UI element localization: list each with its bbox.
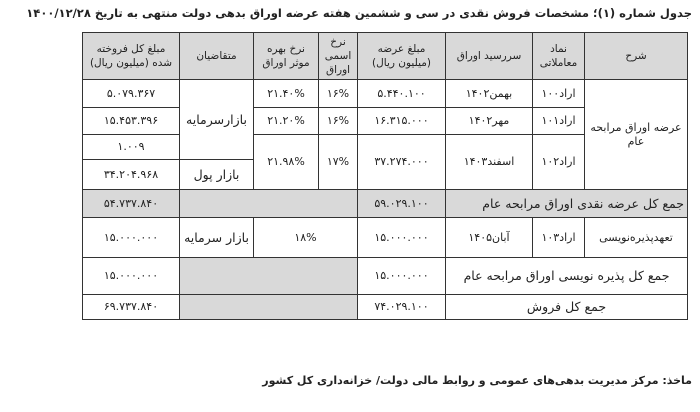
sold-cell: ۱۵.۴۵۳.۳۹۶ — [82, 107, 180, 135]
total-sold: ۵۴.۷۳۷.۸۴۰ — [82, 189, 180, 218]
sold-cell: ۳۴.۲۰۴.۹۶۸ — [82, 159, 180, 190]
subtotal-label: جمع کل پذیره نویسی اوراق مرابحه عام — [445, 257, 688, 295]
total-offer: ۵۹.۰۲۹.۱۰۰ — [357, 189, 446, 218]
subtotal-row: جمع کل پذیره نویسی اوراق مرابحه عام ۱۵.۰… — [82, 257, 688, 295]
empty-cell — [179, 189, 358, 218]
col-nominal-rate: نرخ اسمی اوراق — [318, 32, 358, 80]
subtotal-offer: ۱۵.۰۰۰.۰۰۰ — [357, 257, 446, 295]
col-offer: مبلغ عرضه (میلیون ریال) — [357, 32, 446, 80]
offer-cell: ۱۵.۰۰۰.۰۰۰ — [357, 217, 446, 258]
buyer-cell: بازار پول — [179, 159, 254, 190]
sales-table: شرح نماد معاملاتی سررسید اوراق مبلغ عرضه… — [82, 32, 688, 320]
grand-total-row: جمع کل فروش ۷۴.۰۲۹.۱۰۰ ۶۹.۷۳۷.۸۴۰ — [82, 294, 688, 320]
table-row: تعهدپذیره‌نویسی اراد۱۰۳ آبان۱۴۰۵ ۱۵.۰۰۰.… — [82, 217, 688, 258]
sold-cell: ۱۵.۰۰۰.۰۰۰ — [82, 217, 180, 258]
total-label: جمع کل عرضه نقدی اوراق مرابحه عام — [445, 189, 688, 218]
table-row: عرضه اوراق مرابحه عام اراد۱۰۰ بهمن۱۴۰۲ ۵… — [82, 79, 688, 190]
maturity-cell: مهر۱۴۰۲ — [445, 107, 533, 135]
empty-cell — [179, 257, 358, 295]
col-sold: مبلغ کل فروخته شده (میلیون ریال) — [82, 32, 180, 80]
table-title: جدول شماره (۱)؛ مشخصات فروش نقدی در سی و… — [26, 6, 692, 20]
col-effective-rate: نرخ بهره موثر اوراق — [253, 32, 319, 80]
symbol-cell: اراد۱۰۲ — [532, 134, 585, 190]
sold-cell: ۵.۰۷۹.۳۶۷ — [82, 79, 180, 108]
offer-cell: ۱۶.۳۱۵.۰۰۰ — [357, 107, 446, 135]
maturity-cell: بهمن۱۴۰۲ — [445, 79, 533, 108]
rate-cell: ۱۸% — [253, 217, 358, 258]
buyer-cell: بازار سرمایه — [179, 217, 254, 258]
section2-label: تعهدپذیره‌نویسی — [584, 217, 688, 258]
nominal-rate-cell: ۱۷% — [318, 134, 358, 190]
section1-label: عرضه اوراق مرابحه عام — [584, 79, 688, 190]
symbol-cell: اراد۱۰۱ — [532, 107, 585, 135]
symbol-cell: اراد۱۰۰ — [532, 79, 585, 108]
effective-rate-cell: ۲۱.۲۰% — [253, 107, 319, 135]
header-row: شرح نماد معاملاتی سررسید اوراق مبلغ عرضه… — [82, 32, 688, 80]
source-note: ماخذ: مرکز مدیریت بدهی‌های عمومی و روابط… — [262, 374, 692, 387]
table-row: اراد۱۰۱ مهر۱۴۰۲ ۱۶.۳۱۵.۰۰۰ ۱۶% ۲۱.۲۰% ۱۵… — [82, 107, 688, 135]
col-symbol: نماد معاملاتی — [532, 32, 585, 80]
grand-total-sold: ۶۹.۷۳۷.۸۴۰ — [82, 294, 180, 320]
grand-total-offer: ۷۴.۰۲۹.۱۰۰ — [357, 294, 446, 320]
table-row: اراد۱۰۲ اسفند۱۴۰۳ ۳۷.۲۷۴.۰۰۰ ۱۷% ۲۱.۹۸% … — [82, 134, 688, 190]
nominal-rate-cell: ۱۶% — [318, 107, 358, 135]
offer-cell: ۵.۴۴۰.۱۰۰ — [357, 79, 446, 108]
maturity-cell: اسفند۱۴۰۳ — [445, 134, 533, 190]
symbol-cell: اراد۱۰۳ — [532, 217, 585, 258]
effective-rate-cell: ۲۱.۹۸% — [253, 134, 319, 190]
buyer-cell: بازارسرمایه — [179, 79, 254, 160]
grand-total-label: جمع کل فروش — [445, 294, 688, 320]
subtotal-sold: ۱۵.۰۰۰.۰۰۰ — [82, 257, 180, 295]
sold-cell: ۱.۰۰۹ — [82, 134, 180, 160]
offer-cell: ۳۷.۲۷۴.۰۰۰ — [357, 134, 446, 190]
table-row: بازار پول ۳۴.۲۰۴.۹۶۸ — [82, 159, 688, 190]
empty-cell — [179, 294, 358, 320]
total-row: جمع کل عرضه نقدی اوراق مرابحه عام ۵۹.۰۲۹… — [82, 189, 688, 218]
maturity-cell: آبان۱۴۰۵ — [445, 217, 533, 258]
col-description: شرح — [584, 32, 688, 80]
col-maturity: سررسید اوراق — [445, 32, 533, 80]
effective-rate-cell: ۲۱.۴۰% — [253, 79, 319, 108]
nominal-rate-cell: ۱۶% — [318, 79, 358, 108]
col-buyers: متقاضیان — [179, 32, 254, 80]
